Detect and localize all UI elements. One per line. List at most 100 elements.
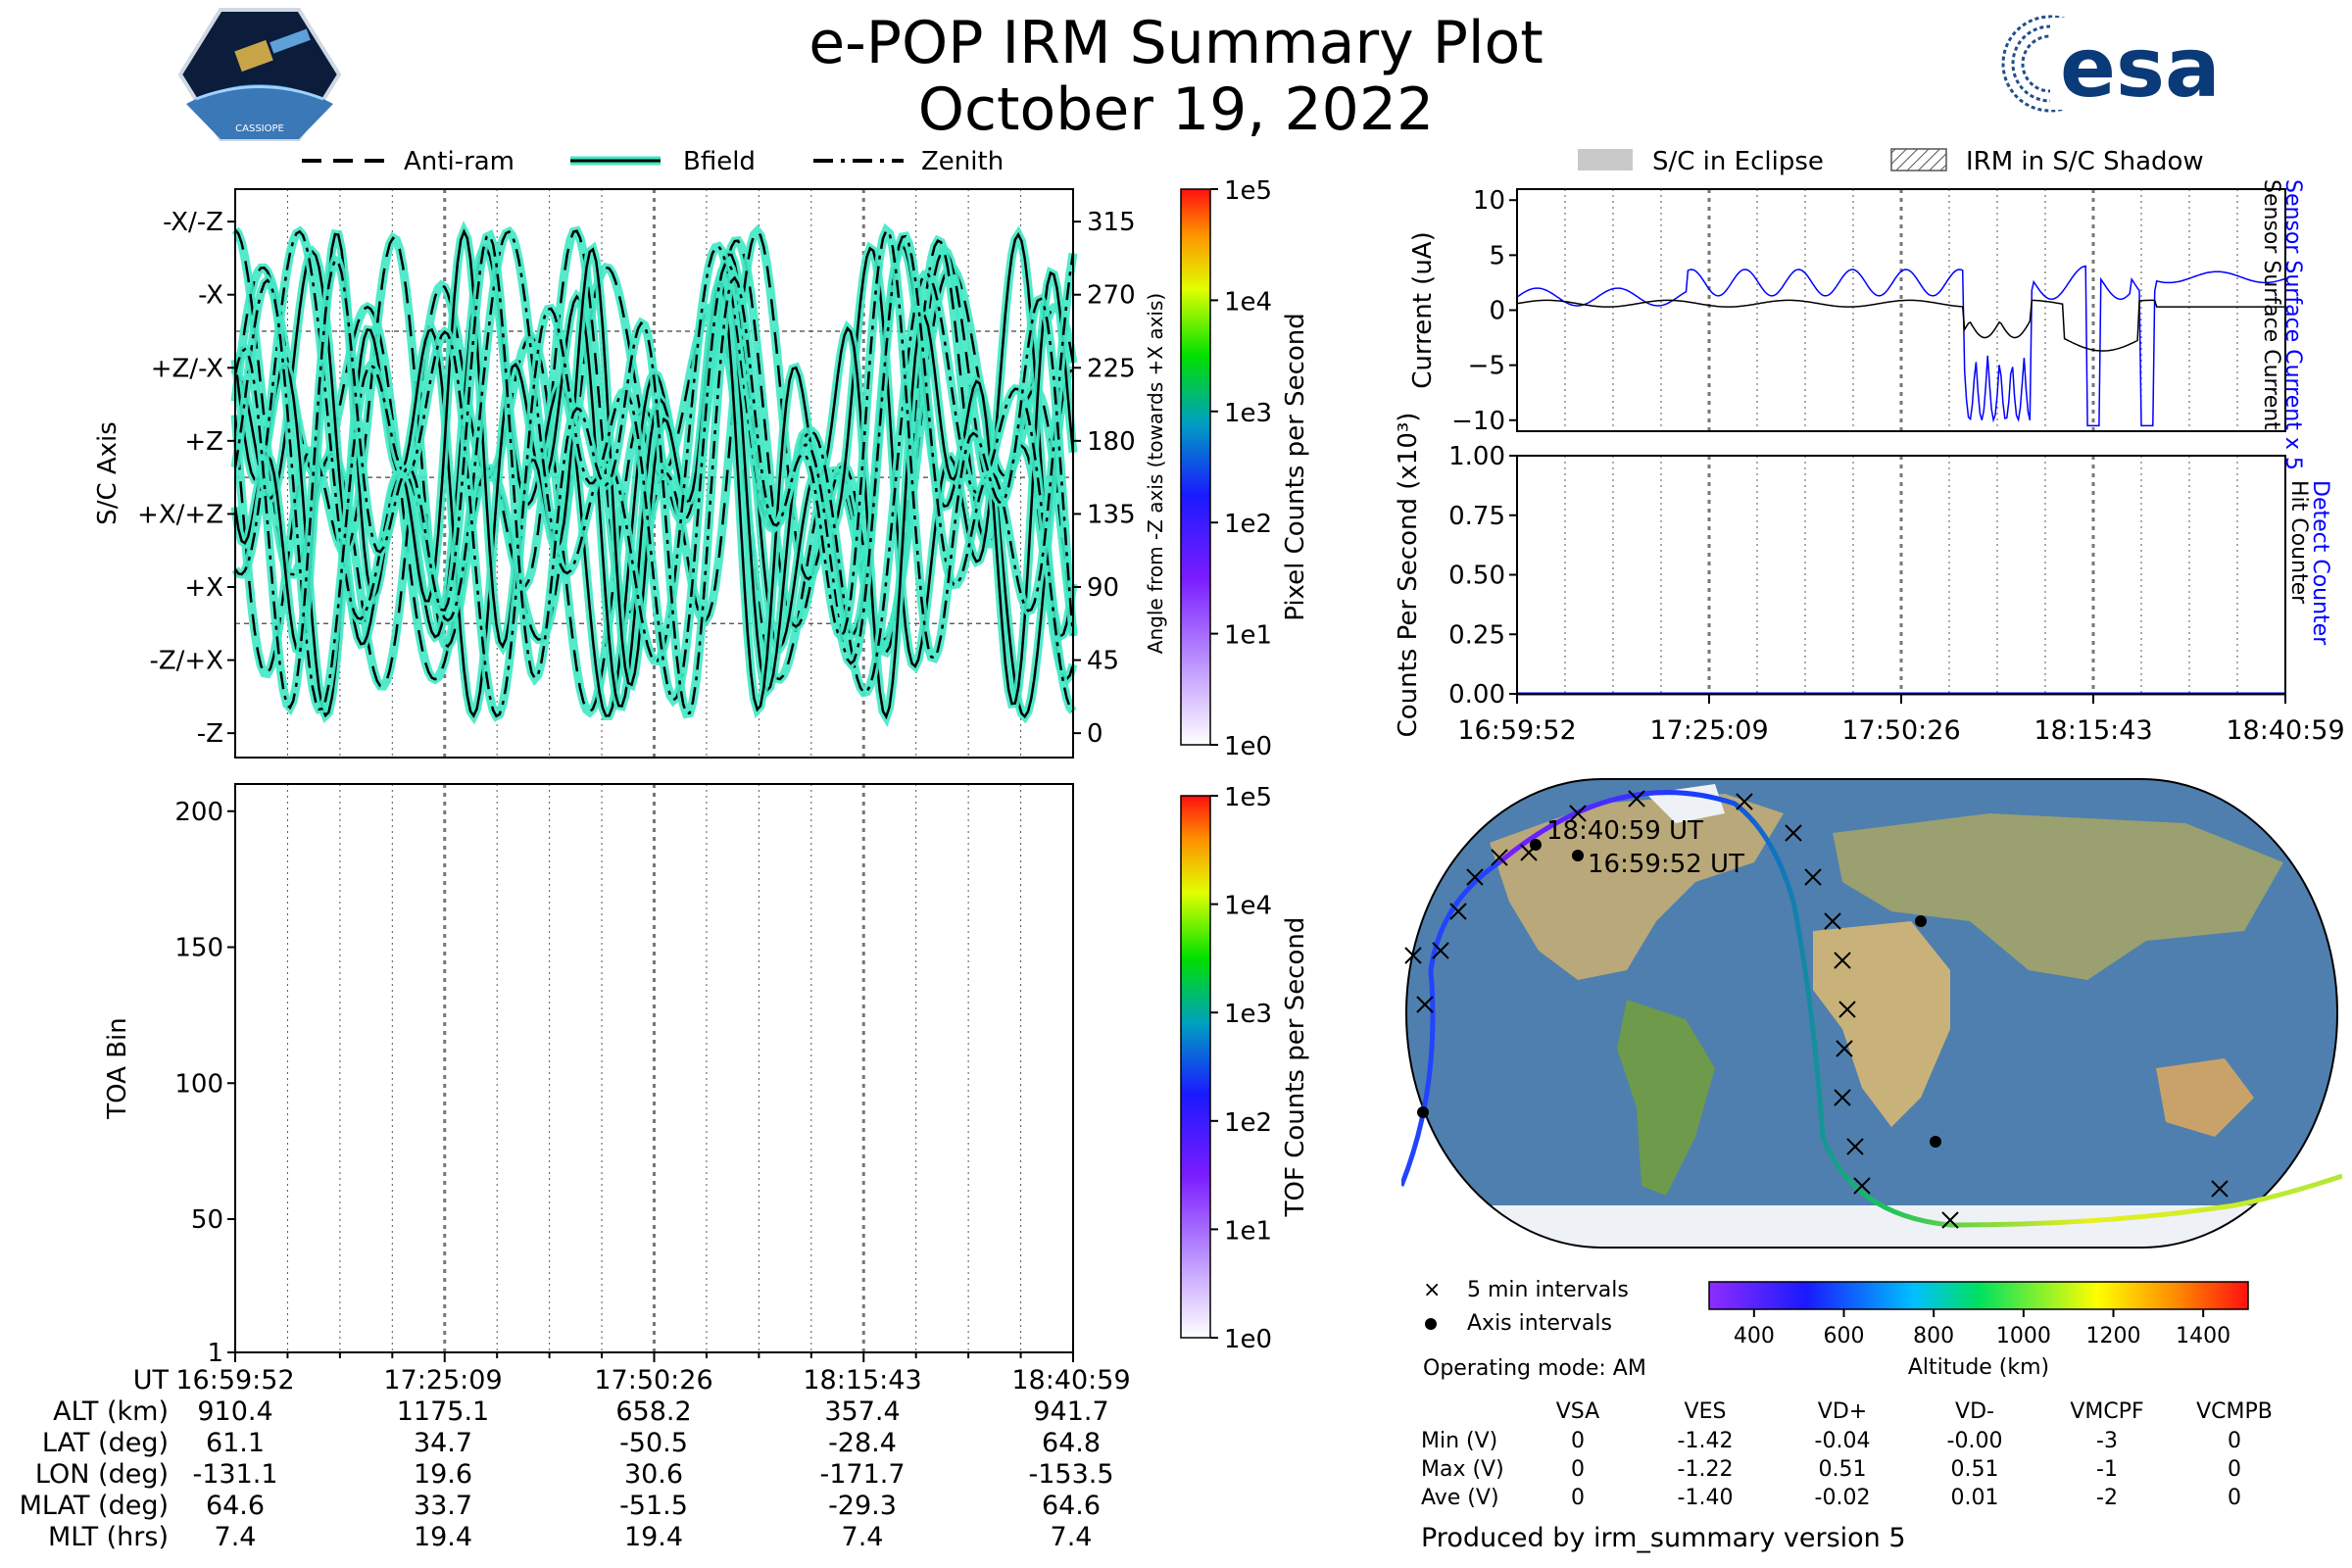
series-sensor-current: [1516, 299, 2285, 352]
page-title: e-POP IRM Summary Plot: [808, 9, 1544, 77]
voltage-row-label: Max (V): [1421, 1457, 1504, 1482]
orbit-cell: 34.7: [413, 1428, 473, 1458]
orbit-cell: 33.7: [413, 1491, 473, 1521]
cassiope-logo: CASSIOPE: [177, 8, 342, 141]
map-end-label: 18:40:59 UT: [1546, 816, 1703, 846]
altitude-colorbar: 400 600 800 1000 1200 1400 Altitude (km): [1708, 1281, 2249, 1380]
voltage-cell: -3: [2096, 1429, 2118, 1453]
orbit-cell: 7.4: [1050, 1522, 1093, 1552]
cb-tick-label: 1e0: [1224, 1325, 1272, 1354]
orbit-cell: 7.4: [214, 1522, 257, 1552]
orbit-cell: 357.4: [824, 1396, 901, 1427]
orbit-cell: 910.4: [197, 1396, 273, 1427]
orbit-cell: -131.1: [192, 1459, 278, 1490]
label-sensor-current-x5: Sensor Surface Current x 5: [2280, 179, 2305, 470]
y2-tick-label: 315: [1087, 208, 1136, 237]
interval-marker: [1804, 868, 1822, 886]
y-tick-label: 10: [1473, 186, 1505, 216]
interval-marker: [1491, 849, 1508, 866]
y-tick-label: 0.00: [1448, 680, 1505, 710]
voltage-cell: -2: [2096, 1486, 2118, 1510]
y-tick-label: 150: [174, 934, 223, 963]
orbit-cell: 19.6: [413, 1459, 473, 1490]
voltage-cell: 0: [1571, 1429, 1585, 1453]
interval-marker: [1834, 1089, 1851, 1106]
orbit-cell: -29.3: [828, 1491, 897, 1521]
y-tick-label: +X/+Z: [137, 500, 223, 529]
cassiope-logo-text: CASSIOPE: [235, 123, 284, 134]
voltage-cell: 0.01: [1950, 1486, 1999, 1510]
y-axis-label: TOA Bin: [103, 1017, 132, 1119]
orbit-cell: 64.6: [205, 1491, 266, 1521]
interval-marker: [1785, 824, 1802, 842]
axis-marker: [1417, 1106, 1429, 1118]
cb-tick-label: 1e4: [1224, 892, 1272, 921]
footer-text: Produced by irm_summary version 5: [1421, 1523, 1906, 1553]
x-tick-label: 18:15:43: [2034, 715, 2152, 746]
orbit-row-label: MLAT (deg): [19, 1491, 169, 1521]
voltage-row-label: Ave (V): [1421, 1486, 1499, 1510]
interval-marker: [1836, 1040, 1853, 1057]
operating-mode: Operating mode: AM: [1423, 1356, 1646, 1381]
interval-marker: [1569, 805, 1587, 822]
alt-tick-label: 600: [1824, 1324, 1865, 1348]
interval-marker: [1736, 793, 1753, 810]
interval-marker: [1824, 912, 1841, 930]
africa: [1813, 921, 1950, 1127]
current-panel: 10 5 0 −5 −10 Current (uA): [1408, 186, 2286, 436]
page-subtitle: October 19, 2022: [917, 75, 1435, 144]
orbit-row-label: MLT (hrs): [47, 1522, 169, 1552]
interval-marker: [1432, 942, 1449, 959]
y-tick-label: −10: [1451, 407, 1505, 436]
colorbars: 1e5 1e4 1e3 1e2 1e1 1e0 Pixel Counts per Secon…: [1180, 176, 1310, 1354]
y2-tick-label: 135: [1087, 500, 1136, 529]
alt-tick-label: 1000: [1996, 1324, 2051, 1348]
orbit-cell: 64.6: [1041, 1491, 1102, 1521]
label-sensor-current: Sensor Surface Current: [2259, 179, 2283, 430]
voltage-header: VD-: [1955, 1399, 1994, 1424]
y-tick-label: 1: [207, 1339, 223, 1368]
alt-tick-label: 1400: [2176, 1324, 2230, 1348]
orbit-row-label: ALT (km): [53, 1396, 169, 1427]
y2-tick-label: 45: [1087, 647, 1119, 676]
voltage-cell: 0: [1571, 1486, 1585, 1510]
y2-tick-label: 90: [1087, 573, 1119, 603]
y-tick-label: -Z/+X: [149, 647, 223, 676]
cb-tick-label: 1e5: [1224, 783, 1272, 812]
x-tick-label: 17:25:09: [1649, 715, 1768, 746]
label-detect-counter: Detect Counter: [2308, 480, 2332, 646]
y2-tick-label: 225: [1087, 354, 1136, 383]
orbit-cell: 1175.1: [396, 1396, 490, 1427]
orbit-cell: -51.5: [619, 1491, 688, 1521]
orbit-cell: -50.5: [619, 1428, 688, 1458]
y-tick-label: -X: [198, 281, 223, 311]
y-tick-label: -X/-Z: [163, 208, 223, 237]
axis-marker: [1572, 850, 1584, 861]
eclipse-swatch: [1578, 149, 1633, 171]
x-tick-label: 16:59:52: [1457, 715, 1576, 746]
y-tick-label: 0.25: [1448, 620, 1505, 650]
alt-tick-label: 1200: [2086, 1324, 2141, 1348]
y2-tick-label: 270: [1087, 281, 1136, 311]
alt-tick-label: 800: [1913, 1324, 1954, 1348]
orbit-cell: -153.5: [1028, 1459, 1114, 1490]
cb-tick-label: 1e2: [1224, 510, 1272, 539]
australia: [2156, 1058, 2254, 1137]
y-axis-label: Counts Per Second (x10³): [1394, 413, 1423, 738]
orbit-map: 18:40:59 UT 16:59:52 UT: [1401, 778, 2342, 1249]
y-tick-label: 5: [1489, 241, 1505, 270]
voltage-header: VMCPF: [2070, 1399, 2144, 1424]
orbit-cell: 64.8: [1041, 1428, 1102, 1458]
trace-zenith: [233, 229, 1074, 712]
orbit-row-label: LAT (deg): [41, 1428, 169, 1458]
y2-axis-label: Angle from -Z axis (towards +X axis): [1144, 293, 1167, 654]
interval-marker: [1404, 947, 1422, 964]
cb-tick-label: 1e4: [1224, 287, 1272, 317]
legend-anti-ram: Anti-ram: [404, 147, 514, 176]
legend-x-marker: ×: [1423, 1278, 1442, 1302]
y-tick-label: 0.75: [1448, 502, 1505, 531]
trace-glow: [230, 231, 1078, 722]
voltage-cell: -1: [2096, 1457, 2118, 1482]
voltage-header: VD+: [1817, 1399, 1868, 1424]
interval-marker: [1449, 903, 1467, 920]
